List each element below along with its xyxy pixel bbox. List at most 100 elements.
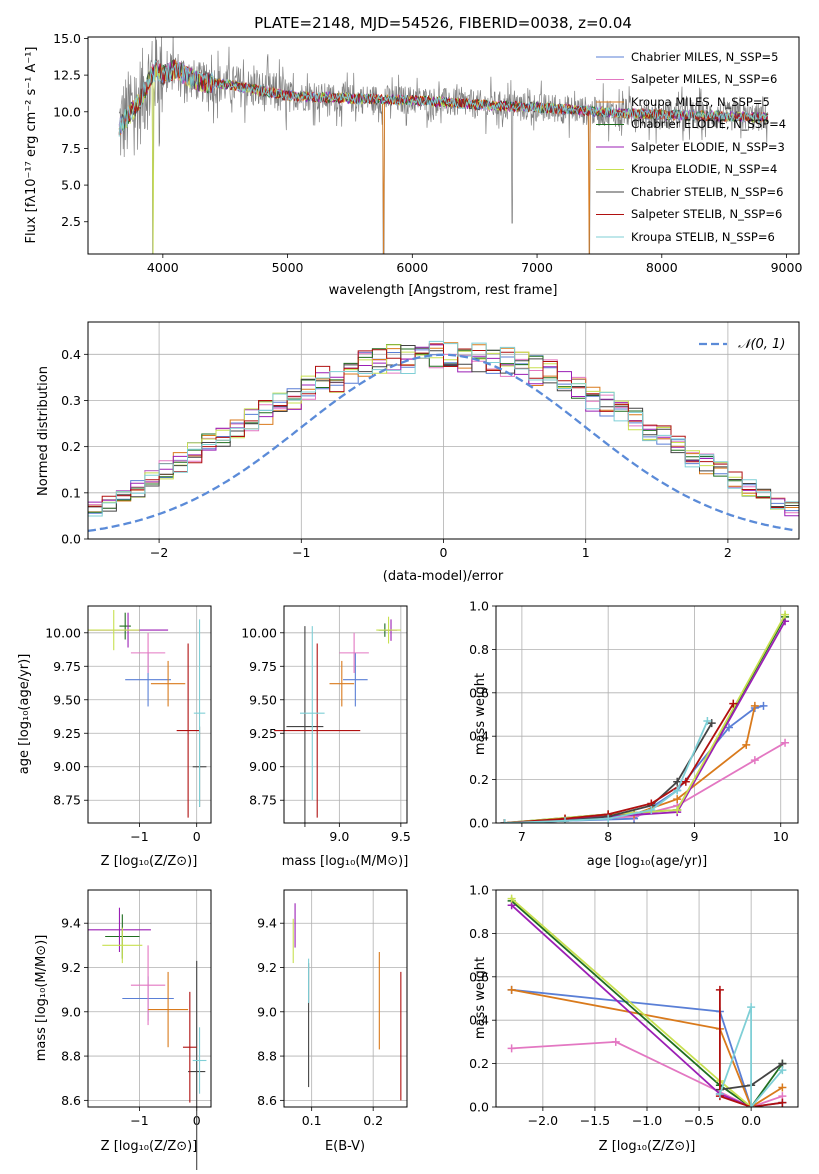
plus-marker [778, 1098, 787, 1107]
y-tick-label: 0.0 [469, 816, 489, 831]
x-tick-label: −1.0 [632, 1113, 662, 1128]
plus-marker [604, 814, 613, 823]
y-tick-label: 0.4 [61, 347, 81, 362]
plus-marker [747, 1103, 756, 1107]
weight-line [511, 988, 783, 1107]
y-tick-label: 9.4 [61, 916, 81, 931]
y-tick-label: 8.6 [257, 1093, 277, 1108]
errorbar-point [339, 632, 369, 673]
residuals-panel: −2 −1 0 1 2 0.0 0.1 0.2 0.3 0.4 [61, 321, 800, 560]
errorbar-point [182, 991, 197, 1103]
y-tick-label: 0.2 [469, 772, 489, 787]
y-tick-label: 9.0 [257, 1004, 277, 1019]
spectrum-lines [118, 37, 769, 254]
y-tick-label: 5.0 [61, 178, 81, 193]
x-tick-label: 0.2 [363, 1113, 383, 1128]
errorbar-point [193, 619, 206, 807]
plus-marker [729, 699, 738, 708]
wZ-ylabel: mass weight [473, 957, 488, 1039]
model-line [118, 60, 769, 137]
y-tick-label: 0.1 [61, 485, 81, 500]
model-line [118, 59, 769, 136]
x-tick-label: −1 [292, 545, 310, 560]
legend-label: Salpeter STELIB, N_SSP=6 [631, 207, 782, 221]
plus-marker [673, 786, 682, 795]
histogram-line [88, 344, 799, 521]
x-tick-label: 9.5 [391, 829, 411, 844]
age-vs-mass-panel: 9.0 9.5 8.75 9.00 9.25 9.50 9.75 10.00 [241, 605, 411, 844]
plus-marker [673, 795, 682, 804]
plus-marker [715, 1089, 724, 1098]
weight-line [719, 989, 783, 1107]
y-tick-label: 0.2 [469, 1056, 489, 1071]
legend-label: Chabrier STELIB, N_SSP=6 [631, 185, 783, 199]
ageM-xlabel: mass [log₁₀(M/M⊙)] [282, 854, 409, 869]
y-tick-label: 8.75 [249, 793, 277, 808]
errorbar-point [176, 643, 200, 818]
plus-marker [781, 738, 790, 747]
y-tick-label: 1.0 [469, 599, 489, 614]
x-tick-label: 7000 [521, 260, 553, 275]
histogram-line [88, 342, 799, 519]
mE-xlabel: E(B-V) [325, 1139, 365, 1154]
plot-frame [87, 889, 212, 1108]
weight-vs-metallicity-panel: −2.0 −1.5 −1.0 −0.5 0.0 0.0 0.2 0.4 0.6 0.8 1.0 [469, 883, 799, 1128]
errorbar-point [376, 616, 401, 644]
plus-marker [778, 1066, 787, 1075]
x-tick-label: −1 [130, 1113, 148, 1128]
weight-line [504, 720, 709, 823]
weight-line [511, 898, 752, 1107]
residuals-ylabel: Normed distribution [36, 366, 51, 496]
y-tick-label: 0.8 [469, 642, 489, 657]
spectrum-panel: 4000 5000 6000 7000 8000 9000 2.5 5.0 7.5 10.0 12.… [53, 31, 803, 275]
y-tick-label: 8.8 [61, 1049, 81, 1064]
legend-label: Chabrier MILES, N_SSP=5 [631, 50, 778, 64]
legend-label: Salpeter MILES, N_SSP=6 [631, 72, 777, 86]
x-tick-label: 6000 [396, 260, 428, 275]
y-tick-label: 9.2 [61, 960, 81, 975]
plus-marker [703, 717, 712, 726]
y-tick-label: 9.50 [53, 692, 81, 707]
histograms [88, 340, 799, 533]
spectrum-title: PLATE=2148, MJD=54526, FIBERID=0038, z=0… [254, 14, 632, 32]
x-tick-label: −1 [130, 829, 148, 844]
y-tick-label: 0.3 [61, 393, 81, 408]
y-tick-label: 9.50 [249, 692, 277, 707]
mass-vs-extinction-panel: 0.1 0.2 8.6 8.8 9.0 9.2 9.4 [257, 889, 408, 1128]
y-tick-label: 9.4 [257, 916, 277, 931]
plot-frame [283, 605, 408, 824]
ageZ-ylabel: age [log₁₀(age/yr)] [17, 654, 32, 775]
y-tick-label: 0.6 [469, 685, 489, 700]
weight-line [504, 620, 786, 823]
legend-label: Kroupa STELIB, N_SSP=6 [631, 230, 775, 244]
y-tick-label: 9.0 [61, 1004, 81, 1019]
y-tick-label: 9.2 [257, 960, 277, 975]
plus-marker [707, 719, 716, 728]
errorbar-point [299, 626, 325, 801]
histogram-line [88, 349, 799, 514]
weight-vs-age-panel: 7 8 9 10 0.0 0.2 0.4 0.6 0.8 1.0 [469, 599, 799, 844]
wAge-ylabel: mass weight [473, 673, 488, 755]
plus-marker [611, 1037, 620, 1046]
y-tick-label: 0.4 [469, 1013, 489, 1028]
legend-label: Chabrier ELODIE, N_SSP=4 [631, 117, 786, 131]
plot-frame [87, 36, 800, 255]
y-tick-label: 0.4 [469, 729, 489, 744]
legend-label: Kroupa MILES, N_SSP=5 [631, 95, 770, 109]
weight-line [719, 1006, 784, 1107]
age-vs-metallicity-panel: −1 0 8.75 9.00 9.25 9.50 9.75 10.00 [45, 605, 212, 844]
x-tick-label: −0.5 [684, 1113, 714, 1128]
weight-line [511, 1040, 783, 1107]
y-tick-label: 0.8 [469, 926, 489, 941]
ageZ-xlabel: Z [log₁₀(Z/Z⊙)] [101, 854, 198, 869]
x-tick-label: 9000 [771, 260, 803, 275]
plus-marker [673, 777, 682, 786]
x-tick-label: −2.0 [528, 1113, 558, 1128]
plot-frame [283, 889, 408, 1108]
plot-frame [495, 605, 799, 824]
plus-marker [561, 816, 570, 823]
errorbar-point [274, 643, 361, 818]
x-tick-label: −2 [150, 545, 168, 560]
plus-marker [781, 610, 790, 619]
x-tick-label: 0.1 [302, 1113, 322, 1128]
